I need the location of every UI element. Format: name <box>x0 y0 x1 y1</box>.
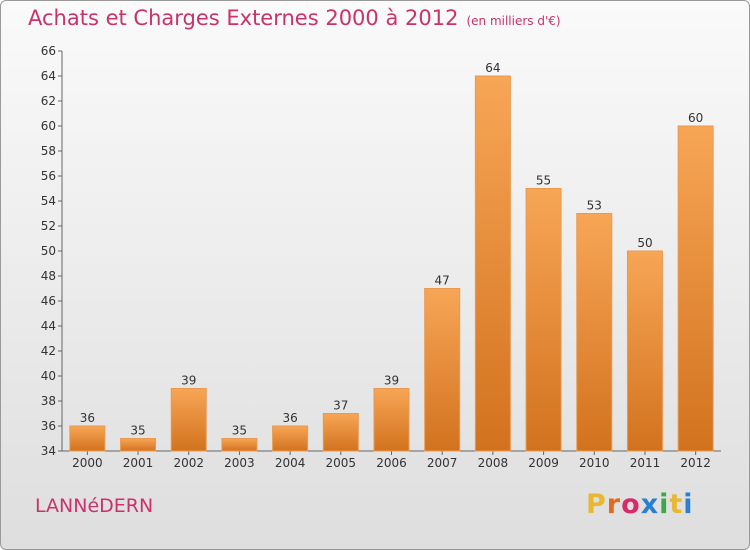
x-tick-label: 2011 <box>630 456 661 470</box>
bar <box>221 438 258 452</box>
chart-title-text: Achats et Charges Externes 2000 à 2012 <box>28 6 459 30</box>
bar-value-label: 60 <box>688 111 703 125</box>
bar <box>576 213 613 452</box>
bar <box>272 425 309 452</box>
y-tick-label: 50 <box>41 244 56 258</box>
y-tick-label: 52 <box>41 219 56 233</box>
y-tick-label: 42 <box>41 344 56 358</box>
bar-value-label: 53 <box>587 199 602 213</box>
y-tick-label: 62 <box>41 94 56 108</box>
x-tick-label: 2009 <box>528 456 559 470</box>
proxiti-logo[interactable]: Proxiti <box>586 489 694 520</box>
bar <box>170 388 207 452</box>
y-tick-label: 44 <box>41 319 56 333</box>
logo-letter: o <box>621 489 641 520</box>
bar-value-label: 39 <box>384 374 399 388</box>
bar <box>322 413 359 452</box>
y-tick-label: 54 <box>41 194 56 208</box>
commune-name: LANNéDERN <box>35 495 154 517</box>
y-tick-label: 58 <box>41 144 56 158</box>
logo-letter: r <box>606 489 622 520</box>
y-tick-label: 46 <box>41 294 56 308</box>
x-tick-label: 2012 <box>680 456 711 470</box>
y-tick-label: 34 <box>41 444 56 458</box>
bar <box>474 75 511 452</box>
bar <box>424 288 461 452</box>
bar <box>120 438 157 452</box>
y-tick-label: 36 <box>41 419 56 433</box>
y-tick-label: 64 <box>41 69 56 83</box>
x-tick-label: 2002 <box>173 456 204 470</box>
bar-value-label: 47 <box>435 274 450 288</box>
y-tick-label: 60 <box>41 119 56 133</box>
bar-value-label: 64 <box>485 61 500 75</box>
bar <box>525 188 562 452</box>
x-tick-label: 2010 <box>579 456 610 470</box>
bar <box>373 388 410 452</box>
logo-letter: x <box>640 489 660 520</box>
x-tick-label: 2003 <box>224 456 255 470</box>
chart-title: Achats et Charges Externes 2000 à 2012 (e… <box>28 6 561 30</box>
logo-letter: i <box>659 489 670 520</box>
x-tick-label: 2005 <box>326 456 357 470</box>
x-tick-label: 2004 <box>275 456 306 470</box>
bar-value-label: 50 <box>637 236 652 250</box>
chart-unit: (en milliers d'€) <box>466 14 561 28</box>
bar <box>677 125 714 452</box>
x-tick-label: 2000 <box>72 456 103 470</box>
bar-value-label: 35 <box>232 424 247 438</box>
x-tick-label: 2007 <box>427 456 458 470</box>
y-tick-label: 38 <box>41 394 56 408</box>
logo-letter: i <box>683 489 694 520</box>
bar-value-label: 36 <box>80 411 95 425</box>
y-tick-label: 66 <box>41 44 56 58</box>
x-tick-label: 2006 <box>376 456 407 470</box>
bar-value-label: 35 <box>130 424 145 438</box>
y-tick-label: 48 <box>41 269 56 283</box>
y-tick-label: 56 <box>41 169 56 183</box>
y-tick-label: 40 <box>41 369 56 383</box>
bar <box>626 250 663 452</box>
bar-value-label: 39 <box>181 374 196 388</box>
bar-value-label: 37 <box>333 399 348 413</box>
logo-letter: t <box>669 489 684 520</box>
logo-letter: P <box>586 489 607 520</box>
bar-value-label: 55 <box>536 174 551 188</box>
x-tick-label: 2008 <box>478 456 509 470</box>
x-tick-label: 2001 <box>123 456 154 470</box>
bar <box>69 425 106 452</box>
bar-value-label: 36 <box>282 411 297 425</box>
